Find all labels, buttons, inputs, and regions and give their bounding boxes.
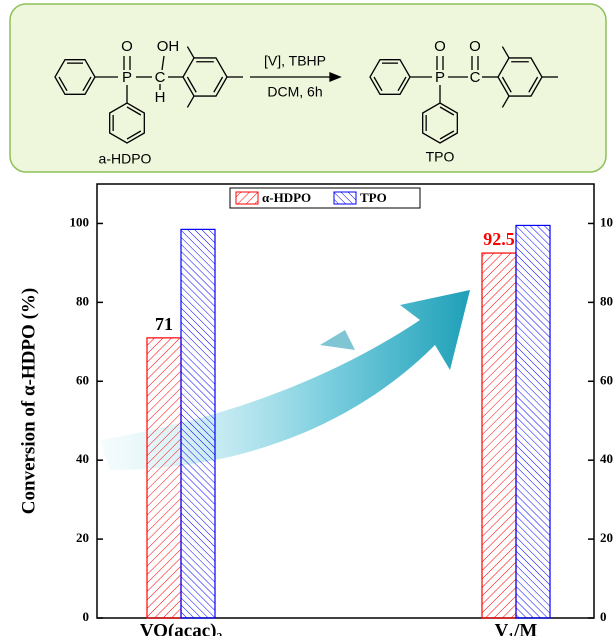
y2-tick-label: 20 xyxy=(600,530,613,545)
page: {"scheme":{"reactant_atoms":["O","OH","P… xyxy=(0,0,613,636)
y2-tick-label: 60 xyxy=(600,372,613,387)
atom-label: O xyxy=(434,38,446,55)
y-tick-label: 80 xyxy=(76,293,89,308)
y2-tick-label: 40 xyxy=(600,451,613,466)
legend-label: α-HDPO xyxy=(262,190,311,205)
legend-swatch xyxy=(236,192,258,204)
atom-label: P xyxy=(122,69,132,86)
bar xyxy=(482,253,516,618)
data-label: 92.5 xyxy=(483,229,515,249)
condition: [V], TBHP xyxy=(264,53,326,69)
atom-label: C xyxy=(470,69,481,86)
x-tick-label: V₁/M xyxy=(495,620,538,636)
data-label: 71 xyxy=(155,314,173,334)
atom-label: C xyxy=(155,69,166,86)
compound-label: a-HDPO xyxy=(99,151,152,167)
y-tick-label: 0 xyxy=(83,609,90,624)
y-axis-title: Conversion of α-HDPO (%) xyxy=(18,288,39,514)
atom-label: H xyxy=(155,89,166,106)
y2-tick-label: 100 xyxy=(600,214,613,229)
legend-swatch xyxy=(334,192,356,204)
y-tick-label: 60 xyxy=(76,372,89,387)
condition: DCM, 6h xyxy=(267,84,322,100)
decorative-arrow xyxy=(320,330,355,350)
x-tick-label: VO(acac)₂ xyxy=(140,620,223,636)
bar xyxy=(147,338,181,618)
compound-label: TPO xyxy=(426,149,455,165)
y-tick-label: 20 xyxy=(76,530,89,545)
atom-label: O xyxy=(469,38,481,55)
atom-label: O xyxy=(121,38,133,55)
bar xyxy=(181,229,215,618)
y2-tick-label: 0 xyxy=(600,609,607,624)
y2-tick-label: 80 xyxy=(600,293,613,308)
atom-label: OH xyxy=(157,38,180,55)
y-tick-label: 100 xyxy=(70,214,90,229)
y-tick-label: 40 xyxy=(76,451,89,466)
legend-label: TPO xyxy=(360,190,387,205)
bar xyxy=(516,225,550,618)
figure: O OH P C H O O P C [V], TBHP DCM, 6h a-H… xyxy=(0,0,613,636)
atom-label: P xyxy=(435,69,445,86)
